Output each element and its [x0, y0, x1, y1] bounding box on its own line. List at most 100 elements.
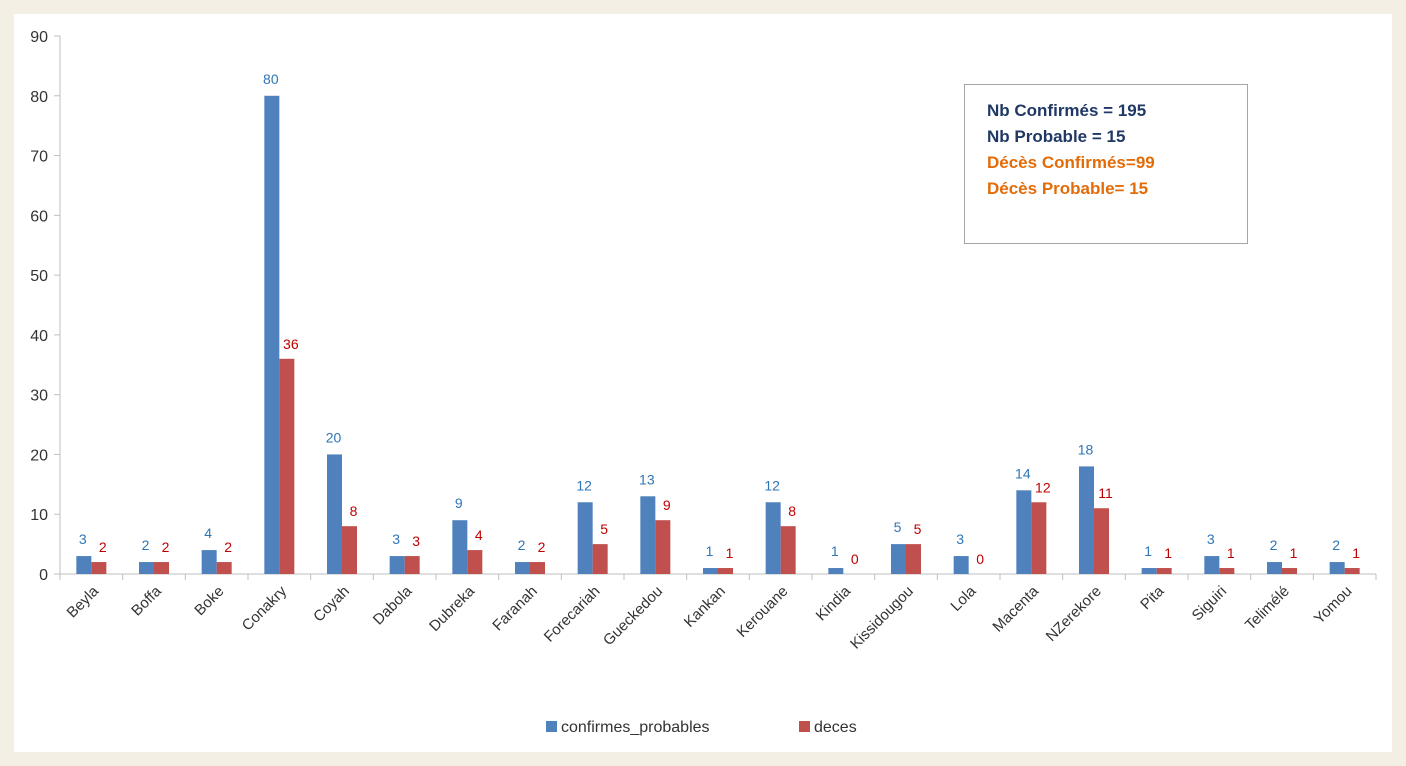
- legend: confirmes_probables deces: [546, 719, 857, 736]
- y-tick-label: 20: [30, 447, 48, 464]
- summary-line-probable: Nb Probable = 15: [987, 127, 1126, 146]
- bar-deces: [906, 544, 921, 574]
- data-label-confirmes-probables: 1: [831, 543, 839, 559]
- x-category-label: Gueckedou: [600, 583, 666, 649]
- legend-swatch: [546, 721, 557, 732]
- data-label-confirmes-probables: 3: [956, 531, 964, 547]
- y-tick-label: 90: [30, 29, 48, 46]
- legend-swatch: [799, 721, 810, 732]
- x-category-label: Yomou: [1311, 583, 1356, 628]
- legend-label: deces: [814, 719, 857, 736]
- bar-deces: [1094, 508, 1109, 574]
- data-label-deces: 9: [663, 497, 671, 513]
- data-label-confirmes-probables: 2: [1332, 537, 1340, 553]
- y-tick-label: 40: [30, 328, 48, 345]
- legend-label: confirmes_probables: [561, 719, 710, 736]
- x-category-label: Kindia: [813, 582, 855, 624]
- data-label-confirmes-probables: 12: [764, 477, 780, 493]
- bar-deces: [655, 520, 671, 574]
- x-category-label: Boke: [191, 583, 227, 619]
- data-label-confirmes-probables: 2: [1270, 537, 1278, 553]
- bar-confirmes-probables: [891, 544, 906, 574]
- data-label-deces: 8: [788, 503, 796, 519]
- data-label-confirmes-probables: 80: [263, 71, 279, 87]
- data-label-deces: 2: [538, 539, 546, 555]
- y-tick-label: 70: [30, 149, 48, 166]
- bar-confirmes-probables: [76, 556, 92, 574]
- data-label-confirmes-probables: 20: [326, 429, 342, 445]
- bar-confirmes-probables: [577, 502, 593, 574]
- x-category-label: Pita: [1137, 582, 1168, 613]
- data-label-confirmes-probables: 2: [142, 537, 150, 553]
- x-category-label: Kankan: [681, 583, 729, 631]
- bar-confirmes-probables: [703, 568, 718, 574]
- bar-confirmes-probables: [1079, 466, 1094, 574]
- data-label-confirmes-probables: 18: [1078, 441, 1094, 457]
- bar-confirmes-probables: [201, 550, 217, 574]
- bar-deces: [467, 550, 483, 574]
- data-label-deces: 2: [162, 539, 170, 555]
- bar-deces: [91, 562, 107, 574]
- bar-confirmes-probables: [452, 520, 468, 574]
- x-category-label: Boffa: [128, 582, 165, 619]
- y-tick-label: 30: [30, 388, 48, 405]
- bar-confirmes-probables: [389, 556, 405, 574]
- bar-confirmes-probables: [139, 562, 154, 574]
- bar-confirmes-probables: [640, 496, 656, 574]
- data-label-confirmes-probables: 14: [1015, 465, 1031, 481]
- bar-deces: [1344, 568, 1360, 574]
- data-label-deces: 1: [726, 545, 734, 561]
- data-label-deces: 1: [1164, 545, 1172, 561]
- x-category-label: Beyla: [64, 582, 103, 621]
- x-category-label: Lola: [947, 582, 980, 615]
- y-tick-label: 60: [30, 208, 48, 225]
- bar-deces: [530, 562, 545, 574]
- data-label-confirmes-probables: 12: [576, 477, 592, 493]
- y-tick-label: 10: [30, 507, 48, 524]
- x-category-label: Kerouane: [733, 583, 791, 641]
- data-label-confirmes-probables: 2: [518, 537, 526, 553]
- bar-deces: [780, 526, 796, 574]
- data-label-deces: 36: [283, 336, 299, 352]
- summary-line-deaths-confirmed: Décès Confirmés=99: [987, 153, 1155, 172]
- data-label-confirmes-probables: 4: [204, 525, 212, 541]
- data-label-deces: 4: [475, 527, 483, 543]
- bars: [76, 95, 1360, 575]
- bar-deces: [1282, 568, 1297, 574]
- data-label-confirmes-probables: 3: [392, 531, 400, 547]
- summary-box: Nb Confirmés = 195 Nb Probable = 15 Décè…: [964, 84, 1248, 244]
- data-label-deces: 5: [914, 521, 922, 537]
- data-label-confirmes-probables: 9: [455, 495, 463, 511]
- bar-deces: [1156, 568, 1172, 574]
- bar-confirmes-probables: [1141, 568, 1157, 574]
- bar-deces: [1031, 502, 1047, 574]
- bar-deces: [154, 562, 169, 574]
- x-category-label: Kissidougou: [847, 583, 917, 653]
- bar-confirmes-probables: [1204, 556, 1220, 574]
- bar-confirmes-probables: [1267, 562, 1282, 574]
- data-label-confirmes-probables: 1: [706, 543, 714, 559]
- data-label-confirmes-probables: 3: [1207, 531, 1215, 547]
- bar-confirmes-probables: [515, 562, 530, 574]
- bar-deces: [1219, 568, 1235, 574]
- bar-confirmes-probables: [1016, 490, 1032, 574]
- y-tick-label: 50: [30, 268, 48, 285]
- data-label-deces: 0: [851, 551, 859, 567]
- bar-confirmes-probables: [828, 568, 844, 574]
- x-category-label: Forecariah: [541, 583, 604, 646]
- bar-confirmes-probables: [953, 556, 969, 574]
- x-category-label: Siguiri: [1189, 583, 1230, 624]
- summary-line-confirmed: Nb Confirmés = 195: [987, 101, 1147, 120]
- x-category-label: Telimélé: [1242, 583, 1293, 634]
- bar-confirmes-probables: [765, 502, 781, 574]
- bar-confirmes-probables: [327, 454, 342, 574]
- data-label-deces: 1: [1227, 545, 1235, 561]
- data-label-confirmes-probables: 3: [79, 531, 87, 547]
- x-category-label: Conakry: [239, 582, 291, 634]
- y-tick-label: 0: [39, 567, 48, 584]
- data-label-deces: 2: [99, 539, 107, 555]
- data-label-confirmes-probables: 5: [894, 519, 902, 535]
- bar-deces: [592, 544, 608, 574]
